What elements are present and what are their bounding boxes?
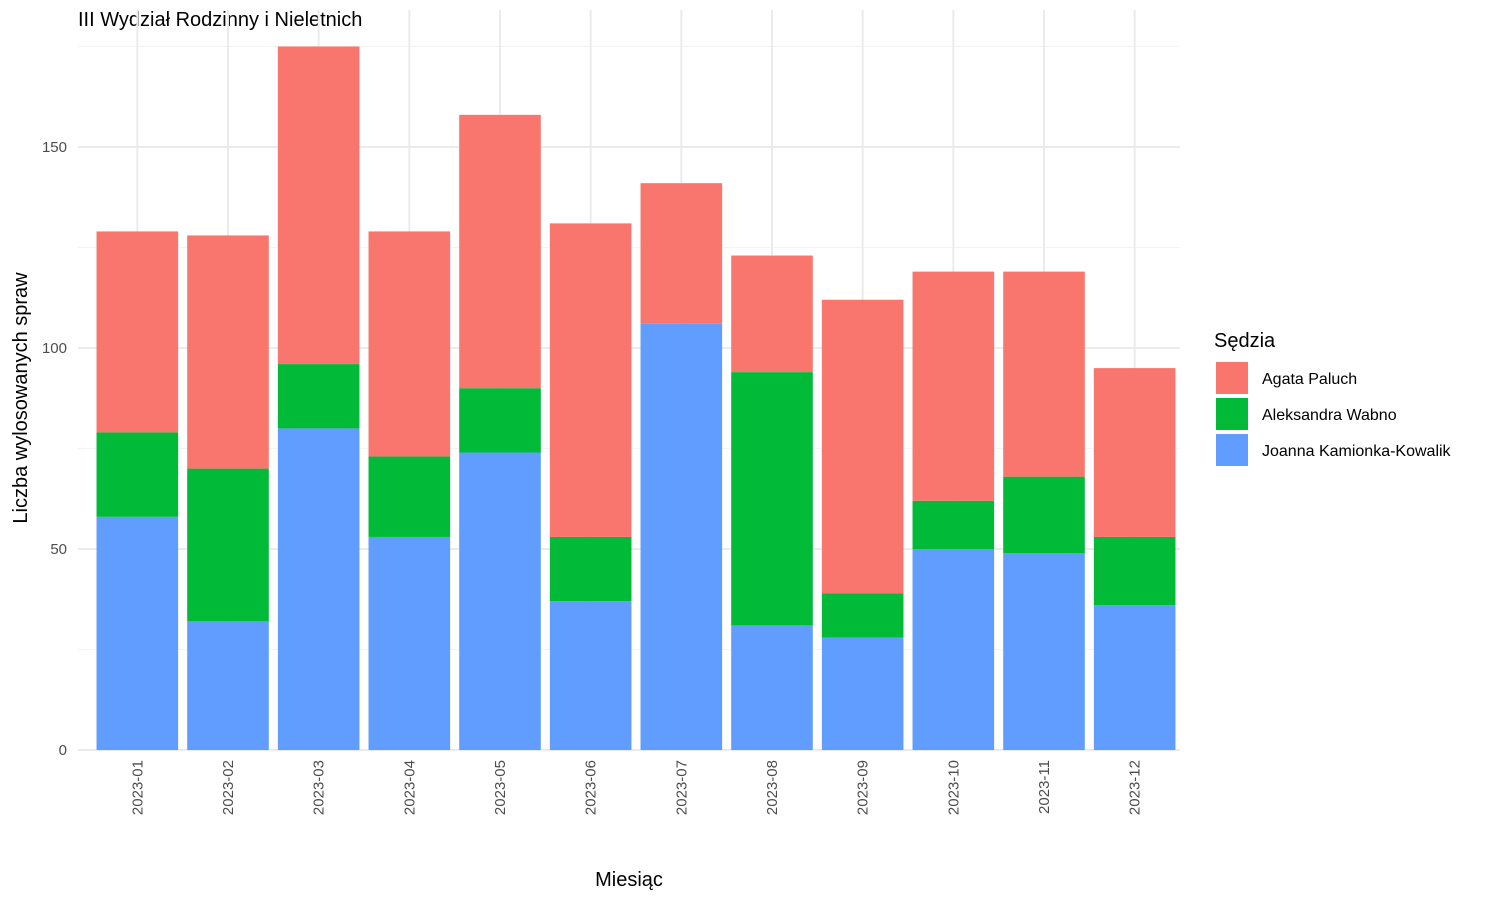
bar-segment	[1093, 536, 1176, 606]
x-tick-label: 2023-11	[1036, 760, 1053, 814]
legend-label: Joanna Kamionka-Kowalik	[1262, 443, 1452, 460]
x-tick-label: 2023-04	[401, 760, 418, 815]
legend-key	[1216, 434, 1248, 466]
bar-segment	[640, 323, 723, 750]
bar-segment	[277, 364, 360, 429]
y-axis-ticks: 0 50 100 150	[42, 139, 67, 759]
bar-segment	[821, 299, 904, 594]
bar-segment	[549, 223, 632, 537]
bar-segment	[1003, 553, 1085, 750]
x-tick-label: 2023-07	[673, 760, 690, 815]
x-tick-label: 2023-10	[945, 760, 962, 815]
chart-title: III Wydział Rodzinny i Nieletnich	[78, 9, 362, 31]
legend-title: Sędzia	[1214, 330, 1276, 352]
x-tick-label: 2023-02	[220, 760, 237, 815]
bars	[96, 46, 1176, 750]
bar-segment	[731, 255, 813, 373]
bar-segment	[277, 428, 360, 750]
bar-segment	[821, 637, 904, 750]
bar-segment	[1093, 605, 1176, 750]
bar-segment	[368, 231, 451, 457]
bar-segment	[277, 46, 360, 365]
bar-segment	[1003, 271, 1085, 477]
bar-segment	[187, 621, 269, 750]
y-axis-title: Liczba wylosowanych spraw	[10, 272, 32, 524]
y-tick-label: 50	[50, 541, 67, 558]
bar-segment	[912, 271, 995, 501]
bar-segment	[459, 452, 541, 750]
bar-segment	[549, 536, 632, 602]
legend-key	[1216, 362, 1248, 394]
bar-segment	[368, 456, 451, 537]
legend-label: Aleksandra Wabno	[1262, 407, 1397, 424]
bar-segment	[1093, 368, 1176, 537]
bar-segment	[96, 231, 179, 433]
legend-key	[1216, 398, 1248, 430]
y-tick-label: 150	[42, 139, 67, 156]
bar-segment	[187, 235, 269, 469]
legend: Sędzia Agata Paluch Aleksandra Wabno Joann…	[1214, 330, 1452, 466]
bar-segment	[1003, 476, 1085, 554]
y-tick-label: 0	[59, 742, 67, 759]
x-axis-title: Miesiąc	[595, 869, 663, 891]
bar-segment	[96, 516, 179, 750]
x-tick-label: 2023-03	[311, 760, 328, 815]
bar-segment	[96, 432, 179, 517]
x-tick-label: 2023-08	[764, 760, 781, 815]
bar-segment	[912, 549, 995, 750]
bar-segment	[731, 372, 813, 626]
y-tick-label: 100	[42, 340, 67, 357]
bar-segment	[912, 500, 995, 549]
x-tick-label: 2023-09	[855, 760, 872, 815]
x-tick-label: 2023-05	[492, 760, 509, 815]
bar-segment	[731, 625, 813, 750]
bar-segment	[821, 593, 904, 638]
bar-segment	[549, 601, 632, 750]
bar-segment	[187, 468, 269, 622]
bar-segment	[459, 388, 541, 453]
x-axis-ticks: 2023-01 2023-02 2023-03 2023-04 2023-05 2023-…	[129, 760, 1143, 815]
x-tick-label: 2023-12	[1127, 760, 1144, 815]
legend-label: Agata Paluch	[1262, 371, 1357, 388]
x-tick-label: 2023-06	[583, 760, 600, 815]
bar-segment	[368, 536, 451, 750]
x-tick-label: 2023-01	[129, 760, 146, 815]
bar-segment	[459, 114, 541, 389]
bar-segment	[640, 183, 723, 324]
